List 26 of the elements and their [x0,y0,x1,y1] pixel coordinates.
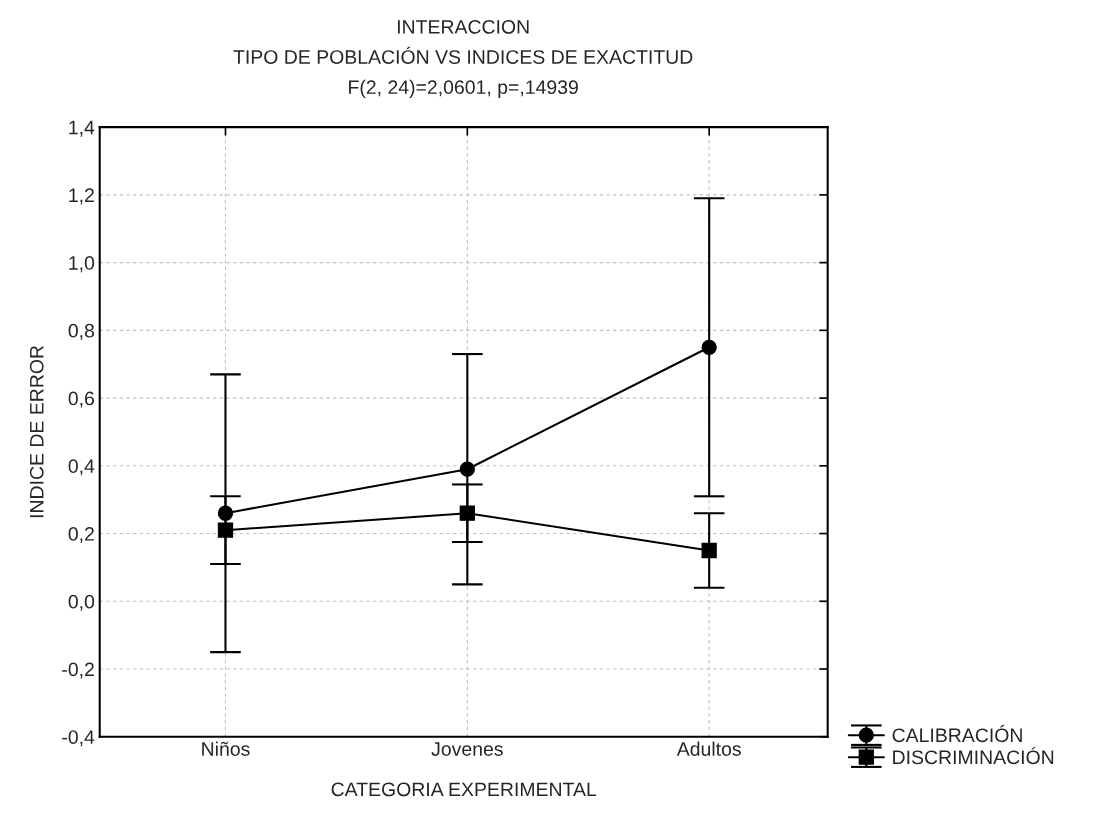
y-tick-label: -0,4 [62,730,95,747]
x-axis-title: CATEGORIA EXPERIMENTAL [331,782,597,797]
y-tick-label: 0,2 [68,527,94,544]
chart-subtitle: TIPO DE POBLACIÓN VS INDICES DE EXACTITUD [233,46,693,64]
x-tick-label: Jovenes [431,742,503,756]
y-tick-label: -0,2 [62,662,94,679]
y-tick-label: 0,8 [68,323,95,340]
point [459,505,475,521]
chart-title: INTERACCION [397,19,529,34]
y-axis-title: INDICE DE ERROR [29,345,44,518]
legend-label: DISCRIMINACIÓN [893,747,1054,765]
point [701,542,717,559]
text: F(2, 24)=2,0601, p=,14939 [349,79,578,98]
point [459,461,475,477]
x-tick-label: Adultos [676,741,741,756]
y-tick-label: 1,2 [69,188,94,205]
legend-label: CALIBRACIÓN [892,725,1022,743]
y-tick-label: 0,6 [68,391,95,408]
y-tick-label: 1,0 [69,256,95,273]
y-tick-label: 0,0 [68,594,95,611]
point [217,505,234,521]
point [701,339,717,355]
y-tick-label: 0,4 [68,459,95,476]
point [217,522,234,538]
x-tick-label: Niños [202,741,250,756]
y-tick-label: 1,4 [69,120,95,137]
